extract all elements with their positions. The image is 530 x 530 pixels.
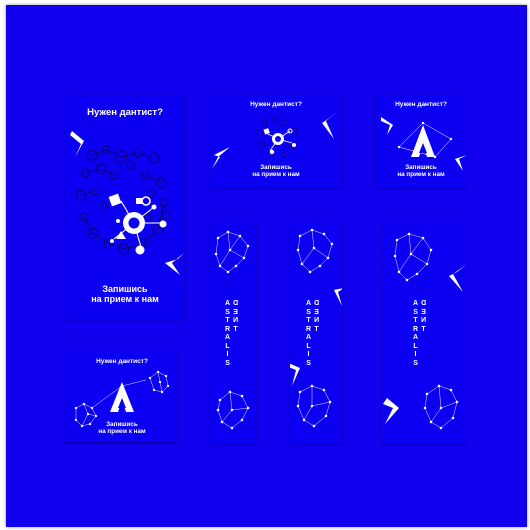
poster-card-square-b: Нужен дантист? Запишись на прием к нам: [375, 95, 467, 187]
shooting-star-icon: [381, 117, 393, 135]
shooting-star-icon: [322, 111, 338, 139]
shooting-star-icon: [165, 253, 184, 275]
molecule-network-icon: [212, 111, 338, 169]
poster-card-wide: Нужен дантист? Запишись на прием к нам: [66, 350, 178, 442]
artboard: Нужен дантист?: [6, 5, 527, 527]
poster-cta: Запишись на прием к нам: [98, 421, 146, 435]
shooting-star-icon: [290, 363, 300, 386]
shooting-star-icon: [383, 398, 399, 424]
shooting-star-icon: [334, 288, 342, 306]
tooth-constellation-icon: [214, 230, 250, 430]
poster-card-square-a: Нужен дантист? Запишись на прием к нам: [210, 95, 342, 187]
poster-card-tall: Нужен дантист?: [66, 95, 184, 319]
tooth-constellation-icon: [290, 228, 342, 428]
shooting-star-icon: [449, 264, 467, 292]
poster-cta: Запишись на прием к нам: [91, 284, 159, 304]
poster-title: Нужен дантист?: [395, 101, 447, 108]
shooting-star-icon: [70, 131, 84, 157]
poster-cta: Запишись на прием к нам: [397, 164, 445, 178]
tooth-constellation-icon: [383, 232, 467, 430]
molecule-network-icon: [70, 131, 184, 275]
poster-cta: Запишись на прием к нам: [252, 164, 300, 178]
astralis-a-logo-icon: [381, 117, 467, 171]
poster-title: Нужен дантист?: [87, 107, 163, 118]
tooth-constellation-icon: [74, 370, 170, 428]
poster-title: Нужен дантист?: [250, 101, 302, 108]
poster-title: Нужен дантист?: [96, 358, 148, 365]
shooting-star-icon: [455, 155, 467, 171]
